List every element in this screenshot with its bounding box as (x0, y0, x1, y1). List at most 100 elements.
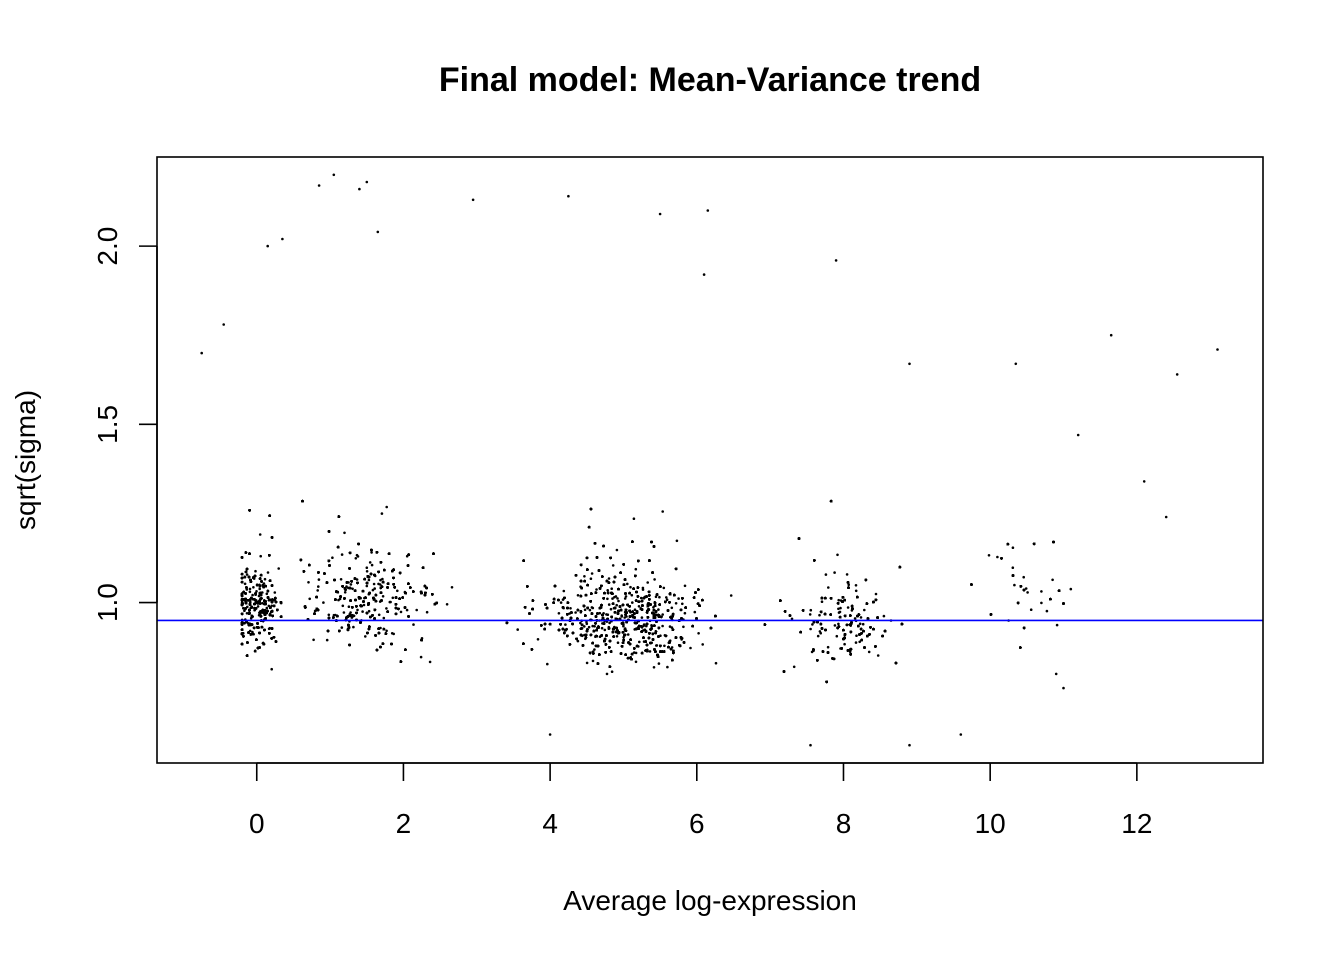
data-point (267, 627, 271, 631)
data-point (658, 595, 661, 599)
data-point (610, 670, 614, 673)
data-point (882, 614, 886, 618)
data-point (270, 667, 274, 671)
data-point (255, 590, 258, 593)
data-point (331, 556, 334, 559)
data-point (615, 603, 618, 607)
data-point (450, 586, 454, 589)
data-point (623, 616, 626, 619)
data-point (245, 588, 249, 591)
data-point (382, 616, 386, 620)
data-point (811, 623, 814, 626)
data-point (848, 650, 852, 654)
data-point (701, 643, 704, 646)
data-point (266, 571, 270, 574)
data-point (392, 632, 396, 636)
data-point (646, 581, 649, 584)
data-point (593, 625, 596, 628)
data-point (1040, 601, 1043, 605)
data-point (377, 582, 380, 586)
data-point (340, 626, 344, 629)
data-point (854, 584, 858, 587)
data-point (367, 578, 371, 582)
data-point (367, 609, 371, 613)
data-point (1011, 546, 1015, 549)
data-point (663, 644, 666, 648)
data-point (714, 661, 718, 665)
data-point (325, 638, 329, 642)
data-point (659, 634, 662, 637)
data-point (425, 610, 429, 614)
data-point (843, 642, 846, 646)
data-point (858, 640, 861, 644)
data-point (861, 622, 865, 626)
data-point (579, 621, 582, 625)
data-point (652, 666, 656, 669)
data-point (657, 608, 660, 611)
data-point (308, 597, 312, 601)
data-point (259, 554, 263, 558)
data-point (536, 638, 540, 641)
data-point (242, 606, 245, 610)
data-point (819, 631, 822, 635)
data-point (697, 632, 700, 635)
data-point (846, 606, 850, 609)
data-point (356, 608, 359, 612)
data-point (689, 646, 692, 650)
data-point (639, 596, 643, 600)
data-point (622, 636, 625, 639)
data-point (653, 578, 656, 581)
data-point (816, 634, 820, 638)
data-point (569, 607, 572, 610)
data-point (343, 591, 347, 594)
data-point (620, 614, 623, 617)
data-point (827, 586, 830, 589)
data-point (258, 533, 262, 536)
data-point (808, 613, 812, 616)
data-point (1024, 587, 1028, 590)
data-point (1011, 566, 1015, 569)
data-point (385, 629, 388, 633)
data-point (270, 604, 274, 608)
data-point (836, 553, 839, 557)
data-point (546, 662, 549, 666)
data-point (356, 555, 360, 558)
data-point (637, 605, 641, 608)
data-point (623, 597, 627, 600)
data-point (632, 651, 636, 654)
data-point (668, 625, 672, 628)
data-point (253, 608, 256, 612)
data-point (611, 564, 615, 567)
data-point (674, 602, 678, 605)
data-point (874, 592, 878, 596)
data-point (593, 648, 596, 651)
data-point (845, 573, 849, 576)
data-point (607, 603, 611, 606)
data-point (583, 608, 587, 612)
data-point (605, 672, 609, 676)
data-point (657, 662, 661, 665)
data-point (251, 593, 254, 597)
data-point (837, 598, 840, 602)
data-point (611, 597, 614, 600)
data-point (670, 606, 674, 610)
data-point (608, 621, 611, 625)
data-point (364, 635, 367, 638)
data-point (355, 578, 359, 581)
data-point (373, 587, 377, 590)
data-point (561, 598, 565, 601)
data-point (682, 625, 685, 629)
data-point (576, 594, 580, 597)
data-point (267, 604, 271, 608)
data-point (818, 613, 821, 617)
data-point (665, 598, 669, 601)
data-point (1045, 609, 1049, 613)
data-point (645, 624, 648, 628)
data-point (833, 571, 836, 574)
data-point (351, 587, 354, 591)
data-point (379, 578, 382, 582)
data-point (332, 613, 336, 617)
chart-title: Final model: Mean-Variance trend (439, 61, 981, 99)
data-point (252, 586, 255, 589)
data-point (574, 611, 577, 614)
